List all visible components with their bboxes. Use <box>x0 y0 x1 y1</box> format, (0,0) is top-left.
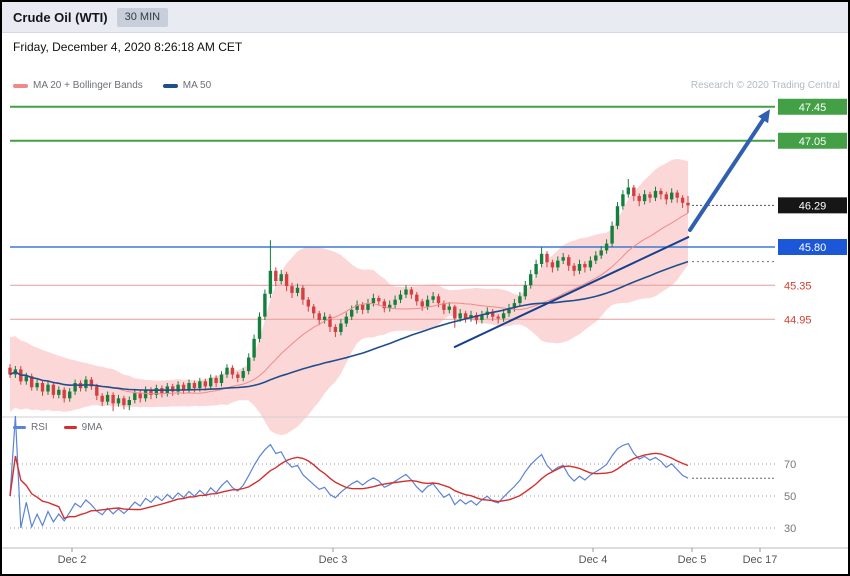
rsi-line <box>9 415 689 529</box>
price-legend: MA 20 + Bollinger Bands MA 50 <box>13 80 211 91</box>
price-label-47.45: 47.45 <box>799 102 827 114</box>
rsi-9ma-swatch-icon <box>63 426 77 429</box>
rsi-tick-label-70: 70 <box>784 459 796 471</box>
legend-ma50-label: MA 50 <box>182 80 212 91</box>
ma50-swatch-icon <box>162 83 178 88</box>
x-axis-label: Dec 17 <box>743 554 778 566</box>
price-label-box-47.45 <box>778 98 847 115</box>
timeframe-badge: 30 MIN <box>116 7 169 27</box>
timestamp-row: Friday, December 4, 2020 8:26:18 AM CET <box>2 33 848 60</box>
x-axis: Dec 2 Dec 3 Dec 4 Dec 5 Dec 17 <box>2 547 848 566</box>
ma50-line <box>9 260 689 392</box>
instrument-title: Crude Oil (WTI) <box>13 9 108 25</box>
chart-canvas: 47.45 47.05 46.29 45.80 45.35 44.95 70 50 30 Dec … <box>2 98 848 566</box>
bullish-arrow <box>688 114 768 232</box>
legend-9ma-label: 9MA <box>81 422 103 433</box>
attribution-text: Research © 2020 Trading Central <box>690 80 840 91</box>
rsi-panel: 70 50 30 <box>9 415 796 535</box>
price-label-46.29: 46.29 <box>799 200 827 212</box>
legend-ma20-bollinger-label: MA 20 + Bollinger Bands <box>33 80 143 91</box>
price-label-box-45.80 <box>778 239 847 255</box>
legend-rsi-label: RSI <box>31 422 48 433</box>
chart-area: 47.45 47.05 46.29 45.80 45.35 44.95 70 50 30 Dec … <box>2 60 848 574</box>
rsi-legend: RSI 9MA <box>13 422 102 433</box>
price-label-44.95: 44.95 <box>784 314 812 326</box>
price-label-45.80: 45.80 <box>799 242 827 254</box>
bollinger-band <box>10 158 688 436</box>
price-levels: 47.45 47.05 46.29 45.80 45.35 44.95 <box>10 98 847 326</box>
price-label-47.05: 47.05 <box>799 136 827 148</box>
legend-9ma: 9MA <box>63 422 103 433</box>
ma20-line <box>9 212 689 395</box>
x-axis-label: Dec 2 <box>58 554 87 566</box>
timestamp-text: Friday, December 4, 2020 8:26:18 AM CET <box>13 39 243 54</box>
bullish-arrow-head <box>758 109 770 124</box>
price-label-box-47.05 <box>778 132 847 149</box>
rsi-tick-label-50: 50 <box>784 491 796 503</box>
support-trendline <box>453 235 690 349</box>
rsi-swatch-icon <box>13 426 26 429</box>
price-label-45.35: 45.35 <box>784 280 812 292</box>
x-axis-label: Dec 3 <box>319 554 348 566</box>
legend-ma50: MA 50 <box>162 80 212 91</box>
legend-rsi: RSI <box>13 422 48 433</box>
x-axis-label: Dec 4 <box>579 554 608 566</box>
legend-ma20-bollinger: MA 20 + Bollinger Bands <box>13 80 143 91</box>
ma20-bollinger-swatch-icon <box>13 83 28 88</box>
x-axis-label: Dec 5 <box>678 554 707 566</box>
rsi-9ma-line <box>9 452 689 520</box>
rsi-tick-label-30: 30 <box>784 523 796 535</box>
header-bar: Crude Oil (WTI) 30 MIN <box>2 2 848 33</box>
candlestick-series <box>8 179 690 412</box>
price-label-box-46.29 <box>778 197 847 214</box>
